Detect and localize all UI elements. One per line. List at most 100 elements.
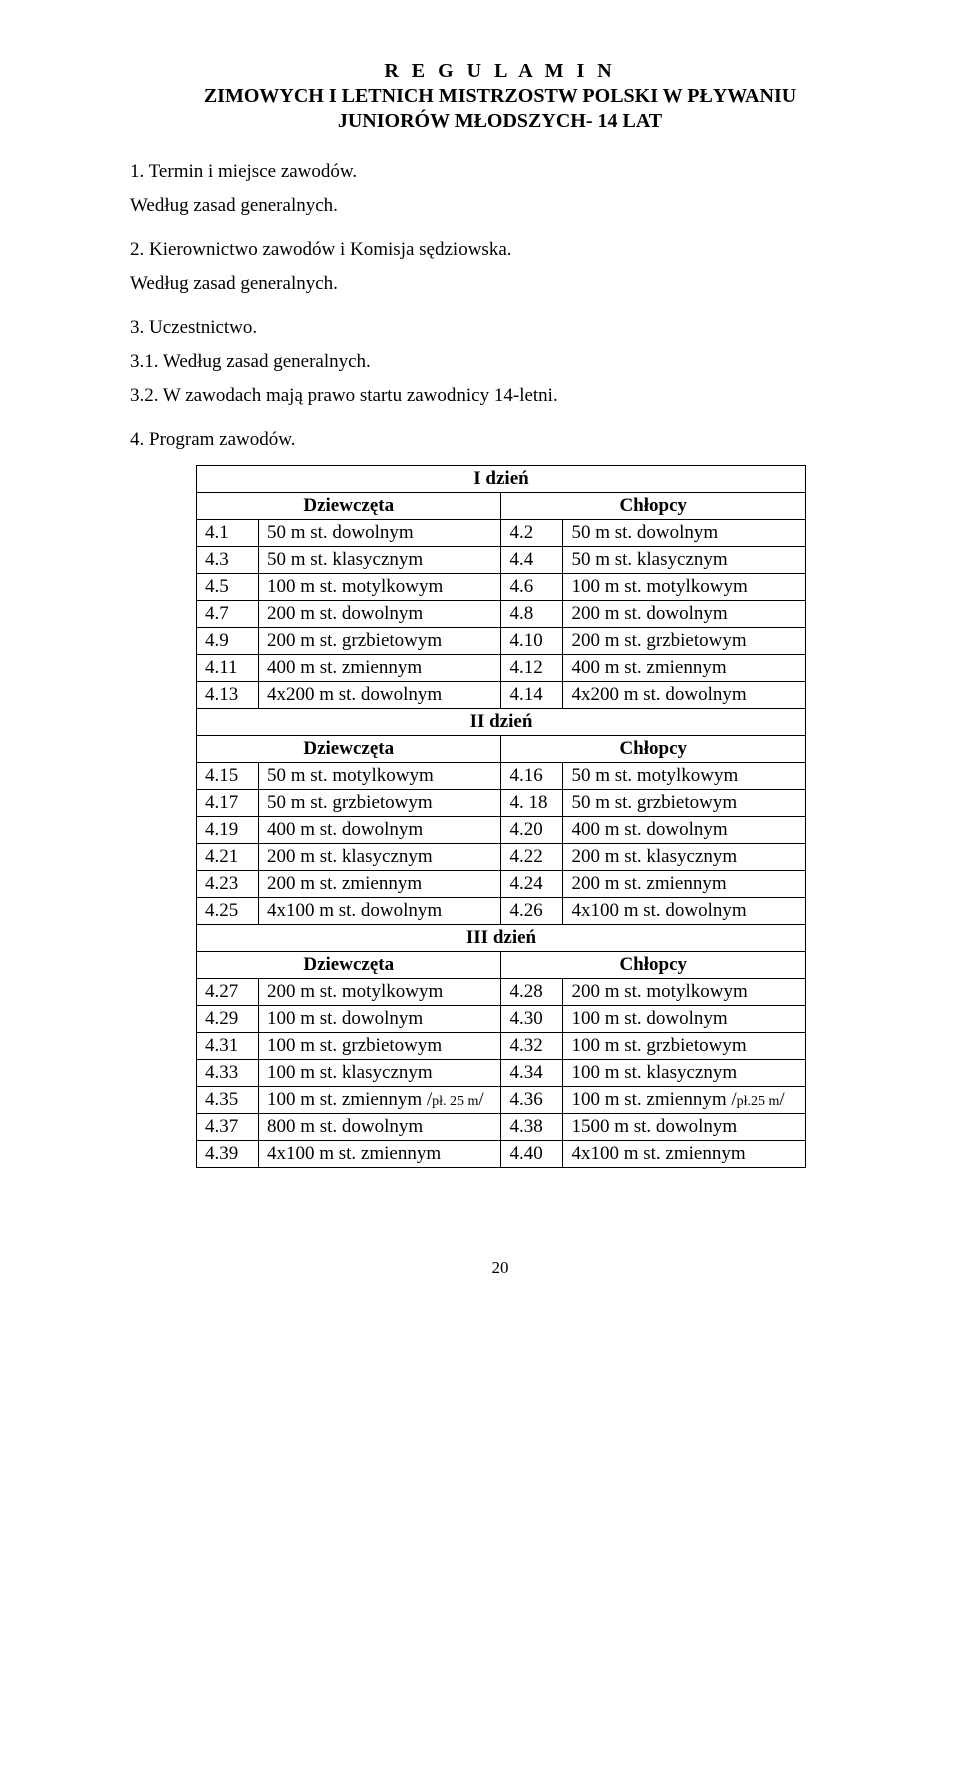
event-name: 4x200 m st. dowolnym <box>258 682 501 709</box>
event-name: 4x200 m st. dowolnym <box>563 682 806 709</box>
event-number: 4.8 <box>501 601 563 628</box>
girls-header: Dziewczęta <box>197 493 501 520</box>
event-name: 50 m st. klasycznym <box>563 547 806 574</box>
event-number: 4.21 <box>197 844 259 871</box>
event-name: 400 m st. zmiennym <box>563 655 806 682</box>
sec1-body: Według zasad generalnych. <box>130 195 870 217</box>
sec2-body: Według zasad generalnych. <box>130 273 870 295</box>
page-number: 20 <box>130 1258 870 1278</box>
event-name: 200 m st. grzbietowym <box>563 628 806 655</box>
event-number: 4.22 <box>501 844 563 871</box>
event-number: 4.36 <box>501 1087 563 1114</box>
table-row: 4.1550 m st. motylkowym4.1650 m st. moty… <box>197 763 806 790</box>
sec3-line1: 3.1. Według zasad generalnych. <box>130 351 870 373</box>
event-number: 4.40 <box>501 1141 563 1168</box>
event-name: 400 m st. zmiennym <box>258 655 501 682</box>
day-header: II dzień <box>197 709 806 736</box>
event-name: 800 m st. dowolnym <box>258 1114 501 1141</box>
girls-header: Dziewczęta <box>197 736 501 763</box>
event-number: 4.25 <box>197 898 259 925</box>
event-name: 100 m st. motylkowym <box>258 574 501 601</box>
table-row: 4.254x100 m st. dowolnym4.264x100 m st. … <box>197 898 806 925</box>
event-name: 100 m st. grzbietowym <box>563 1033 806 1060</box>
table-row: 4.19400 m st. dowolnym4.20400 m st. dowo… <box>197 817 806 844</box>
table-row: 4.5100 m st. motylkowym4.6100 m st. moty… <box>197 574 806 601</box>
event-number: 4.10 <box>501 628 563 655</box>
event-name: 100 m st. grzbietowym <box>258 1033 501 1060</box>
event-name: 100 m st. motylkowym <box>563 574 806 601</box>
table-row: 4.394x100 m st. zmiennym4.404x100 m st. … <box>197 1141 806 1168</box>
table-row: 4.350 m st. klasycznym4.450 m st. klasyc… <box>197 547 806 574</box>
day-header: III dzień <box>197 925 806 952</box>
event-name: 200 m st. grzbietowym <box>258 628 501 655</box>
event-name: 100 m st. dowolnym <box>563 1006 806 1033</box>
event-name: 100 m st. zmiennym /pł.25 m/ <box>563 1087 806 1114</box>
event-name: 400 m st. dowolnym <box>563 817 806 844</box>
event-number: 4.4 <box>501 547 563 574</box>
event-number: 4.37 <box>197 1114 259 1141</box>
event-number: 4. 18 <box>501 790 563 817</box>
event-number: 4.12 <box>501 655 563 682</box>
event-number: 4.15 <box>197 763 259 790</box>
sec3-line2: 3.2. W zawodach mają prawo startu zawodn… <box>130 385 870 407</box>
event-name: 200 m st. klasycznym <box>563 844 806 871</box>
event-number: 4.34 <box>501 1060 563 1087</box>
event-name: 4x100 m st. dowolnym <box>258 898 501 925</box>
event-name: 100 m st. dowolnym <box>258 1006 501 1033</box>
event-number: 4.13 <box>197 682 259 709</box>
event-number: 4.39 <box>197 1141 259 1168</box>
event-number: 4.24 <box>501 871 563 898</box>
event-number: 4.17 <box>197 790 259 817</box>
event-number: 4.20 <box>501 817 563 844</box>
girls-header: Dziewczęta <box>197 952 501 979</box>
table-row: 4.23200 m st. zmiennym4.24200 m st. zmie… <box>197 871 806 898</box>
event-name: 1500 m st. dowolnym <box>563 1114 806 1141</box>
event-number: 4.35 <box>197 1087 259 1114</box>
event-name: 50 m st. motylkowym <box>258 763 501 790</box>
event-name: 200 m st. klasycznym <box>258 844 501 871</box>
event-name: 200 m st. dowolnym <box>258 601 501 628</box>
event-name: 4x100 m st. dowolnym <box>563 898 806 925</box>
table-row: 4.7200 m st. dowolnym4.8200 m st. dowoln… <box>197 601 806 628</box>
event-name: 200 m st. motylkowym <box>258 979 501 1006</box>
event-number: 4.16 <box>501 763 563 790</box>
event-number: 4.27 <box>197 979 259 1006</box>
event-number: 4.23 <box>197 871 259 898</box>
sec1-label: 1. Termin i miejsce zawodów. <box>130 161 870 183</box>
event-name: 200 m st. motylkowym <box>563 979 806 1006</box>
event-number: 4.33 <box>197 1060 259 1087</box>
program-table: I dzieńDziewczętaChłopcy4.150 m st. dowo… <box>196 465 806 1168</box>
sec4-label: 4. Program zawodów. <box>130 429 870 451</box>
boys-header: Chłopcy <box>501 493 806 520</box>
event-number: 4.5 <box>197 574 259 601</box>
table-row: 4.11400 m st. zmiennym4.12400 m st. zmie… <box>197 655 806 682</box>
event-number: 4.32 <box>501 1033 563 1060</box>
table-row: 4.29100 m st. dowolnym4.30100 m st. dowo… <box>197 1006 806 1033</box>
table-row: 4.9200 m st. grzbietowym4.10200 m st. gr… <box>197 628 806 655</box>
table-row: 4.31100 m st. grzbietowym4.32100 m st. g… <box>197 1033 806 1060</box>
event-number: 4.14 <box>501 682 563 709</box>
event-number: 4.7 <box>197 601 259 628</box>
table-row: 4.37800 m st. dowolnym4.381500 m st. dow… <box>197 1114 806 1141</box>
event-number: 4.9 <box>197 628 259 655</box>
sec2-label: 2. Kierownictwo zawodów i Komisja sędzio… <box>130 239 870 261</box>
table-row: 4.21200 m st. klasycznym4.22200 m st. kl… <box>197 844 806 871</box>
event-name: 200 m st. zmiennym <box>258 871 501 898</box>
day-header: I dzień <box>197 466 806 493</box>
table-row: 4.33100 m st. klasycznym4.34100 m st. kl… <box>197 1060 806 1087</box>
event-number: 4.11 <box>197 655 259 682</box>
event-number: 4.28 <box>501 979 563 1006</box>
event-name: 100 m st. zmiennym /pł. 25 m/ <box>258 1087 501 1114</box>
event-name: 4x100 m st. zmiennym <box>563 1141 806 1168</box>
event-name: 100 m st. klasycznym <box>563 1060 806 1087</box>
event-number: 4.19 <box>197 817 259 844</box>
event-number: 4.30 <box>501 1006 563 1033</box>
event-number: 4.26 <box>501 898 563 925</box>
event-number: 4.31 <box>197 1033 259 1060</box>
event-number: 4.3 <box>197 547 259 574</box>
event-name: 100 m st. klasycznym <box>258 1060 501 1087</box>
boys-header: Chłopcy <box>501 952 806 979</box>
event-name: 200 m st. dowolnym <box>563 601 806 628</box>
table-row: 4.27200 m st. motylkowym4.28200 m st. mo… <box>197 979 806 1006</box>
table-row: 4.35100 m st. zmiennym /pł. 25 m/4.36100… <box>197 1087 806 1114</box>
